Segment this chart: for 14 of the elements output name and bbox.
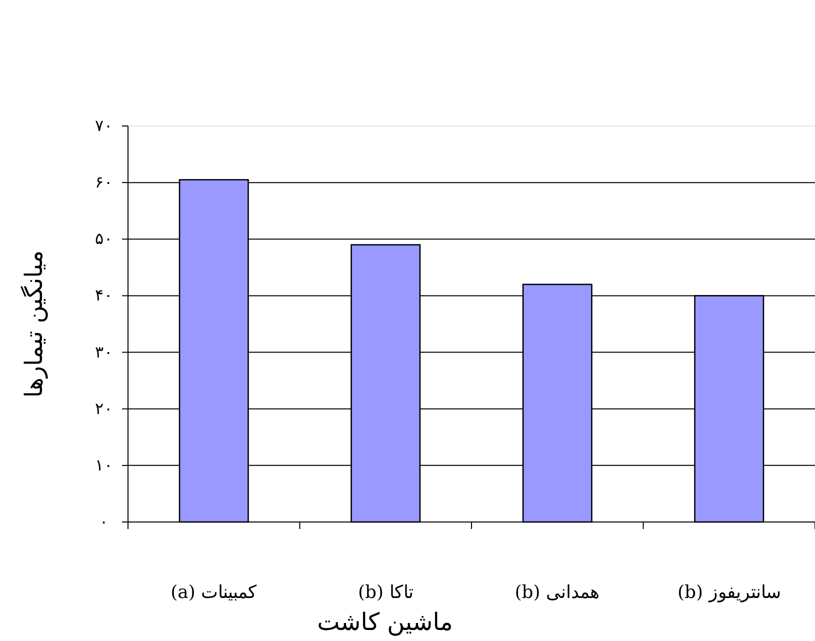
y-tick-label: ۴۰ (95, 286, 113, 305)
y-tick-label: ۱۰ (95, 455, 113, 474)
x-tick-label: سانتریفوز (b) (677, 582, 781, 603)
y-tick-label: ۷۰ (95, 116, 113, 135)
y-tick-label: ۶۰ (95, 172, 113, 192)
y-tick-label: ۲۰ (95, 398, 113, 418)
y-tick-label: ۳۰ (95, 342, 113, 362)
y-tick-label: ۵۰ (95, 229, 113, 248)
y-tick-label: ۰ (100, 512, 108, 531)
x-tick-label: کمبینات (a) (170, 582, 258, 603)
x-tick-label: همدانی (b) (514, 582, 600, 603)
x-tick-label: تاکا (b) (358, 582, 414, 603)
y-axis-title: میانگین تیمارها (20, 250, 48, 398)
x-axis-title: ماشین کاشت (317, 608, 453, 636)
